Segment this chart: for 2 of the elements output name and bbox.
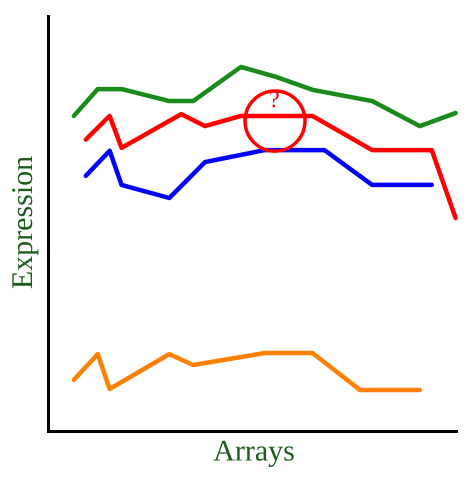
x-axis-title: Arrays [213, 434, 295, 468]
y-axis-title: Expression [6, 156, 39, 290]
